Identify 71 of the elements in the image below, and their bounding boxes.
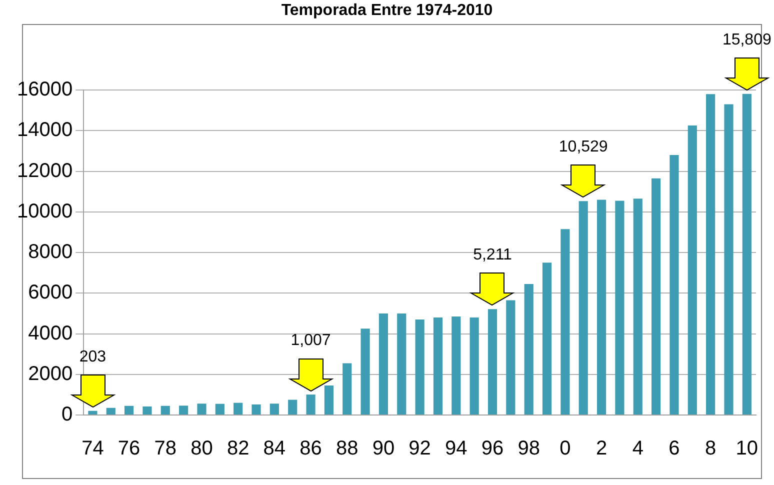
x-tick-label: 92 — [408, 438, 431, 460]
annotation: 5,211 — [473, 246, 512, 264]
bar — [397, 313, 406, 414]
bar — [615, 200, 624, 414]
x-tick-label: 10 — [736, 438, 758, 460]
bar — [306, 394, 316, 414]
y-tick-label: 4000 — [28, 322, 73, 344]
bar — [488, 309, 498, 414]
y-tick-label: 12000 — [16, 160, 73, 182]
x-tick-label: 86 — [300, 438, 322, 460]
x-tick-label: 84 — [263, 438, 286, 460]
annotation: 15,809 — [722, 31, 772, 48]
bar — [106, 408, 116, 414]
x-tick-label: 80 — [190, 438, 213, 460]
x-tick-label: 88 — [336, 438, 358, 460]
bar — [124, 406, 134, 414]
bar — [378, 313, 388, 414]
x-tick-label: 98 — [518, 438, 540, 460]
bar — [142, 406, 152, 414]
bar — [342, 363, 352, 414]
bar — [706, 94, 716, 414]
bar — [433, 318, 443, 414]
bar — [596, 200, 606, 414]
bar — [270, 404, 279, 414]
bar — [670, 155, 679, 414]
bar — [160, 406, 170, 414]
x-tick-label: 6 — [668, 438, 680, 460]
bar — [633, 198, 642, 414]
bar — [88, 410, 98, 414]
bar — [542, 262, 552, 414]
bar — [742, 94, 752, 414]
bar — [652, 178, 661, 414]
x-tick-label: 96 — [481, 438, 504, 460]
bar — [197, 404, 206, 414]
chart-title: Temporada Entre 1974-2010 — [280, 2, 494, 20]
bar — [452, 316, 461, 414]
bar — [324, 386, 334, 414]
bar — [524, 284, 534, 414]
bar — [179, 406, 188, 414]
x-tick-label: 2 — [596, 438, 608, 460]
x-tick-label: 90 — [372, 438, 395, 460]
x-tick-label: 0 — [560, 438, 571, 460]
bar — [234, 402, 243, 414]
x-tick-label: 78 — [154, 438, 177, 460]
y-tick-label: 0 — [61, 404, 73, 426]
x-tick-label: 76 — [118, 438, 140, 460]
bar — [724, 104, 734, 414]
bar — [215, 404, 224, 414]
annotation: 203 — [79, 348, 106, 366]
y-tick-label: 2000 — [28, 362, 73, 385]
y-tick-label: 8000 — [28, 241, 73, 264]
bar — [506, 300, 516, 414]
x-tick-label: 74 — [82, 438, 104, 460]
x-tick-label: 4 — [632, 438, 644, 460]
bar — [470, 318, 479, 414]
bar — [360, 328, 370, 414]
bar — [252, 404, 261, 414]
y-tick-label: 6000 — [28, 282, 73, 304]
bar — [688, 126, 697, 414]
y-tick-label: 16000 — [16, 78, 73, 101]
x-tick-label: 8 — [705, 438, 716, 460]
bar — [288, 400, 298, 414]
annotation: 10,529 — [558, 138, 608, 156]
bar — [560, 229, 570, 414]
y-tick-label: 14000 — [16, 119, 73, 142]
bar — [578, 201, 588, 414]
annotation: 1,007 — [290, 332, 331, 349]
y-tick-label: 10000 — [16, 200, 73, 222]
x-tick-label: 82 — [226, 438, 250, 460]
x-tick-label: 94 — [445, 438, 468, 460]
bar — [415, 320, 424, 414]
